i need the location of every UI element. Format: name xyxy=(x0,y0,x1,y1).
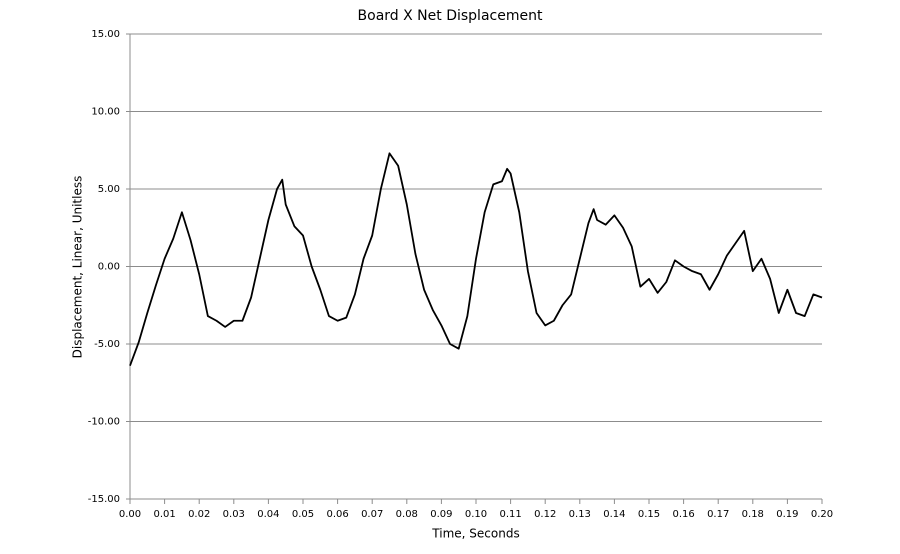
y-tick-label: 0.00 xyxy=(98,262,120,273)
x-tick-label: 0.12 xyxy=(534,509,556,520)
x-tick-label: 0.08 xyxy=(396,509,418,520)
x-tick-label: 0.13 xyxy=(569,509,591,520)
y-tick-label: 10.00 xyxy=(91,107,120,118)
x-tick-label: 0.06 xyxy=(326,509,348,520)
x-tick-label: 0.04 xyxy=(257,509,279,520)
chart-title: Board X Net Displacement xyxy=(358,8,543,24)
x-tick-label: 0.15 xyxy=(638,509,660,520)
x-tick-label: 0.01 xyxy=(153,509,175,520)
x-axis-title: Time, Seconds xyxy=(431,527,519,541)
y-tick-label: -5.00 xyxy=(94,339,120,350)
y-tick-label: 5.00 xyxy=(98,184,120,195)
data-line xyxy=(129,152,823,367)
x-tick-label: 0.16 xyxy=(672,509,694,520)
x-tick-label: 0.07 xyxy=(361,509,383,520)
x-tick-label: 0.14 xyxy=(603,509,625,520)
x-tick-label: 0.02 xyxy=(188,509,210,520)
y-tick-label: -15.00 xyxy=(88,494,120,505)
x-tick-label: 0.05 xyxy=(292,509,314,520)
x-tick-label: 0.00 xyxy=(119,509,141,520)
x-tick-label: 0.17 xyxy=(707,509,729,520)
x-tick-label: 0.18 xyxy=(742,509,764,520)
x-tick-label: 0.11 xyxy=(499,509,521,520)
x-tick-label: 0.03 xyxy=(223,509,245,520)
x-tick-label: 0.20 xyxy=(811,509,833,520)
x-tick-label: 0.19 xyxy=(776,509,798,520)
x-tick-label: 0.09 xyxy=(430,509,452,520)
y-tick-label: 15.00 xyxy=(91,29,120,40)
y-axis-title: Displacement, Linear, Unitless xyxy=(71,176,85,359)
y-tick-label: -10.00 xyxy=(88,417,120,428)
x-tick-label: 0.10 xyxy=(465,509,487,520)
